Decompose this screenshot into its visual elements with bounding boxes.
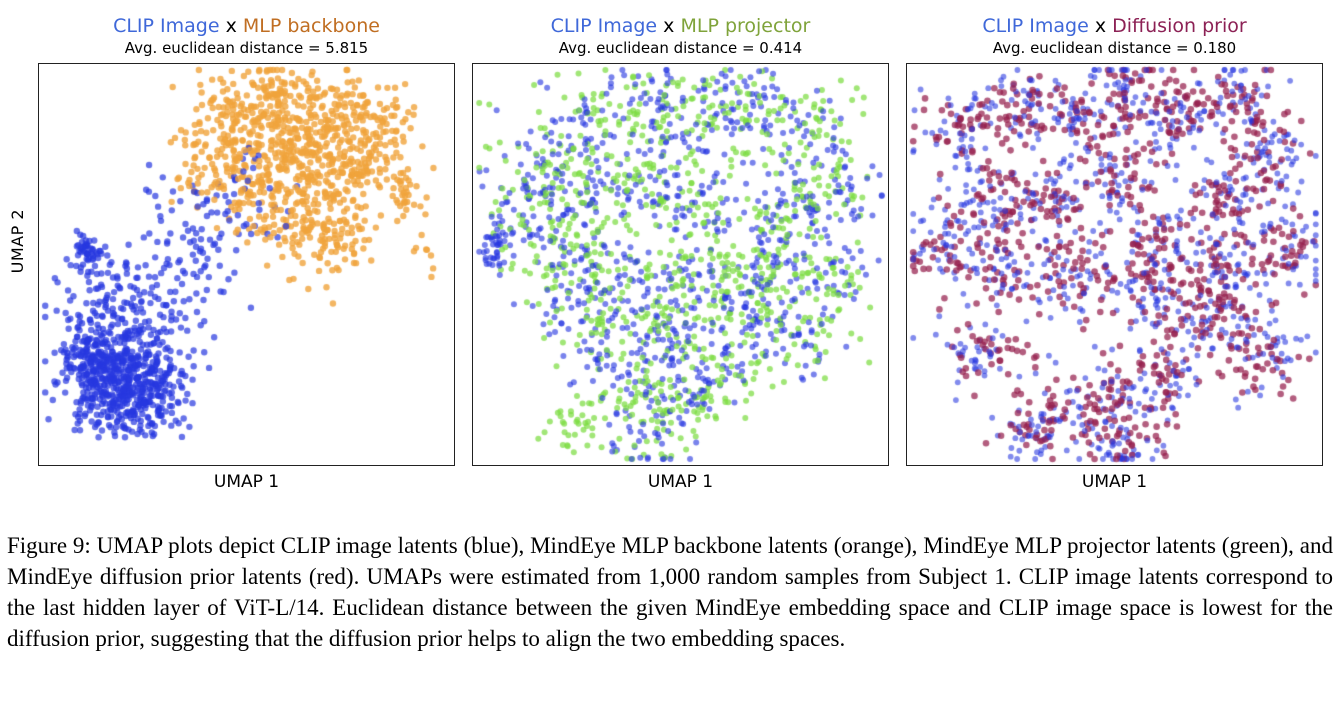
panel-title-sep-0: x: [225, 15, 237, 37]
umap-canvas-2: [907, 64, 1322, 465]
panel-title-right-0: MLP backbone: [242, 15, 380, 37]
plot-area-diffusion-prior: [906, 63, 1323, 466]
plot-area-projector: [472, 63, 889, 466]
umap-panel-diffusion-prior: CLIP Image x Diffusion prior Avg. euclid…: [906, 14, 1323, 492]
umap-canvas-0: [39, 64, 454, 465]
figure-9: UMAP 2 CLIP Image x MLP backbone Avg. eu…: [0, 14, 1340, 652]
panel-title-sep-1: x: [663, 15, 675, 37]
y-axis-column: UMAP 2: [0, 14, 38, 494]
panel-title-right-1: MLP projector: [680, 15, 811, 37]
panel-title: CLIP Image x MLP backbone: [38, 14, 455, 38]
umap-panel-backbone: CLIP Image x MLP backbone Avg. euclidean…: [38, 14, 455, 492]
umap-panel-projector: CLIP Image x MLP projector Avg. euclidea…: [472, 14, 889, 492]
umap-plots-row: UMAP 2 CLIP Image x MLP backbone Avg. eu…: [0, 14, 1340, 494]
panel-title: CLIP Image x MLP projector: [472, 14, 889, 38]
x-axis-label: UMAP 1: [1081, 472, 1148, 492]
panel-title-sep-2: x: [1094, 15, 1107, 37]
plot-area-backbone: [38, 63, 455, 466]
panel-title-left-2: CLIP Image: [982, 15, 1089, 37]
panel-title-left-0: CLIP Image: [113, 15, 220, 37]
figure-caption: Figure 9: UMAP plots depict CLIP image l…: [7, 533, 1333, 652]
umap-canvas-1: [473, 64, 888, 465]
panel-title: CLIP Image x Diffusion prior: [906, 14, 1323, 38]
avg-distance-subtitle: Avg. euclidean distance = 0.180: [992, 39, 1237, 57]
x-axis-label: UMAP 1: [213, 472, 280, 492]
panel-title-left-1: CLIP Image: [550, 15, 658, 37]
x-axis-label: UMAP 1: [647, 472, 714, 492]
avg-distance-subtitle: Avg. euclidean distance = 0.414: [558, 39, 803, 57]
avg-distance-subtitle: Avg. euclidean distance = 5.815: [124, 39, 369, 57]
panel-title-right-2: Diffusion prior: [1112, 15, 1247, 37]
y-axis-label: UMAP 2: [8, 209, 27, 274]
